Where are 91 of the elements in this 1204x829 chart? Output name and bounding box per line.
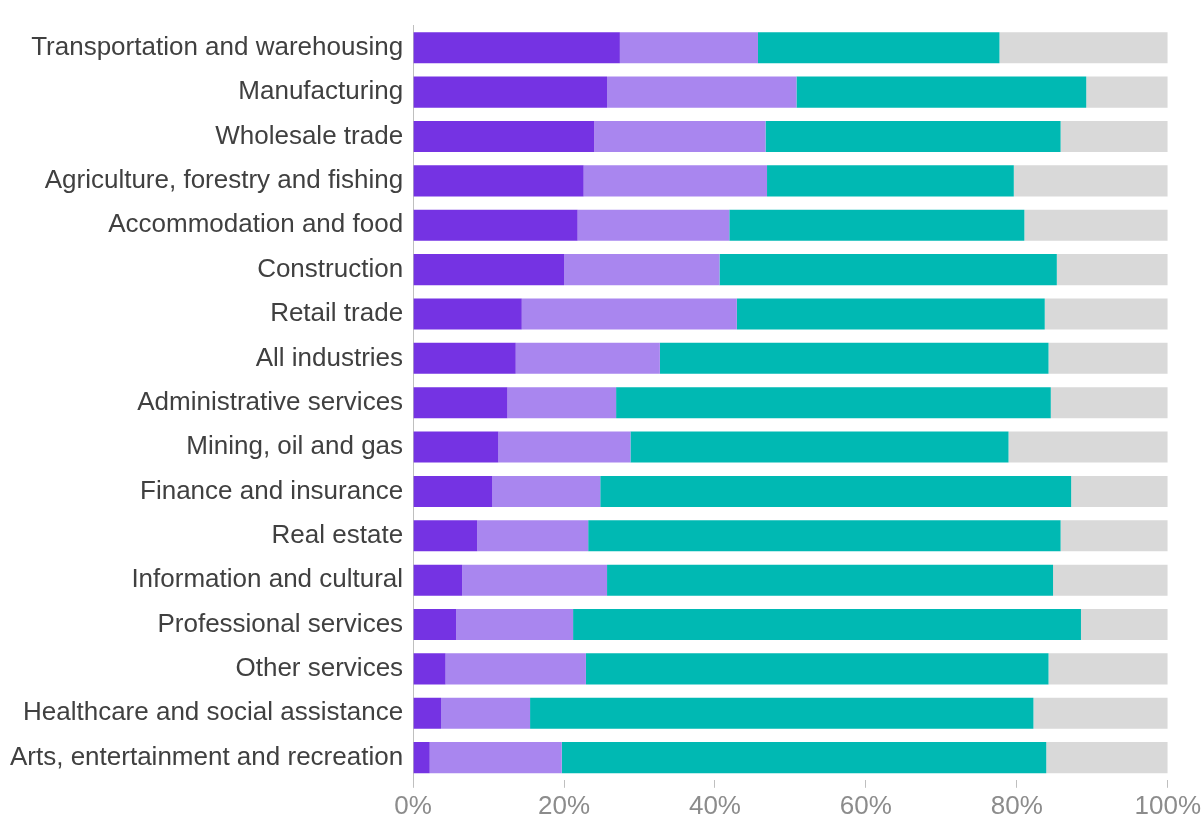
bar [1048, 653, 1168, 685]
bar [441, 697, 531, 729]
bar [1056, 254, 1168, 286]
bar [1024, 209, 1168, 241]
bar [413, 387, 508, 419]
bar [630, 431, 1009, 463]
x-tick-label: 80% [990, 789, 1043, 820]
bar [594, 120, 766, 153]
bar [521, 298, 737, 330]
bar [413, 653, 446, 685]
y-tick-label: Real estate [271, 518, 404, 549]
bar [767, 165, 1014, 197]
bar [515, 342, 660, 374]
bar [573, 609, 1081, 641]
bar [757, 32, 1000, 64]
bar [498, 431, 631, 463]
bar [413, 120, 595, 153]
bar [736, 298, 1045, 330]
bar [413, 254, 565, 286]
bar [462, 564, 608, 596]
y-tick-label: Transportation and warehousing [31, 30, 404, 61]
y-tick-label: Manufacturing [238, 75, 404, 106]
bar [413, 697, 442, 729]
x-tick-label: 40% [688, 789, 741, 820]
bar [413, 609, 457, 641]
bar [413, 76, 608, 108]
bar [1071, 475, 1168, 507]
y-tick-label: Arts, entertainment and recreation [9, 740, 404, 771]
bar [588, 520, 1061, 552]
bar [607, 76, 797, 108]
bar [583, 165, 768, 197]
bar [456, 609, 574, 641]
bar [413, 165, 584, 197]
bar [796, 76, 1087, 108]
bar [413, 742, 430, 774]
bar [1050, 387, 1168, 419]
bar [1033, 697, 1168, 729]
bar [492, 475, 601, 507]
bar [413, 209, 578, 241]
y-tick-label: Accommodation and food [108, 208, 404, 239]
y-tick-label: Agriculture, forestry and fishing [44, 164, 404, 195]
y-tick-label: Construction [257, 252, 404, 283]
y-tick-label: Administrative services [137, 385, 404, 416]
bar [659, 342, 1049, 374]
bar [413, 564, 463, 596]
bar [429, 742, 562, 774]
bar [1086, 76, 1168, 108]
bar [1046, 742, 1168, 774]
bar [507, 387, 617, 419]
y-tick-label: Other services [235, 652, 404, 683]
bar [413, 342, 516, 374]
bar [600, 475, 1072, 507]
y-tick-label: Information and cultural [131, 563, 404, 594]
bar [729, 209, 1025, 241]
bar [1080, 609, 1168, 641]
y-tick-label: Retail trade [270, 297, 404, 328]
bar [1060, 520, 1168, 552]
bar [999, 32, 1168, 64]
bar [561, 742, 1047, 774]
bar [564, 254, 720, 286]
bar [1044, 298, 1168, 330]
y-tick-label: All industries [255, 341, 404, 372]
bar [445, 653, 586, 685]
bar [413, 475, 493, 507]
y-tick-label: Wholesale trade [215, 119, 404, 150]
bar [765, 120, 1061, 153]
bar [1008, 431, 1168, 463]
bar [619, 32, 758, 64]
x-tick-label: 20% [538, 789, 591, 820]
bar [413, 431, 499, 463]
bar [530, 697, 1034, 729]
y-tick-label: Mining, oil and gas [186, 430, 404, 461]
bar [585, 653, 1049, 685]
x-tick-label: 100% [1134, 789, 1201, 820]
y-tick-label: Finance and insurance [140, 474, 404, 505]
y-tick-label: Healthcare and social assistance [22, 696, 404, 727]
bar [616, 387, 1051, 419]
bar [607, 564, 1054, 596]
x-tick-label: 0% [394, 789, 432, 820]
bar [719, 254, 1057, 286]
bar [413, 298, 522, 330]
bar [577, 209, 730, 241]
bar [1013, 165, 1168, 197]
bar [413, 520, 478, 552]
bar [413, 32, 620, 64]
bar [1048, 342, 1168, 374]
y-tick-label: Professional services [157, 607, 404, 638]
bar [1053, 564, 1168, 596]
x-tick-label: 60% [839, 789, 892, 820]
bar [477, 520, 589, 552]
bar [1060, 120, 1168, 153]
